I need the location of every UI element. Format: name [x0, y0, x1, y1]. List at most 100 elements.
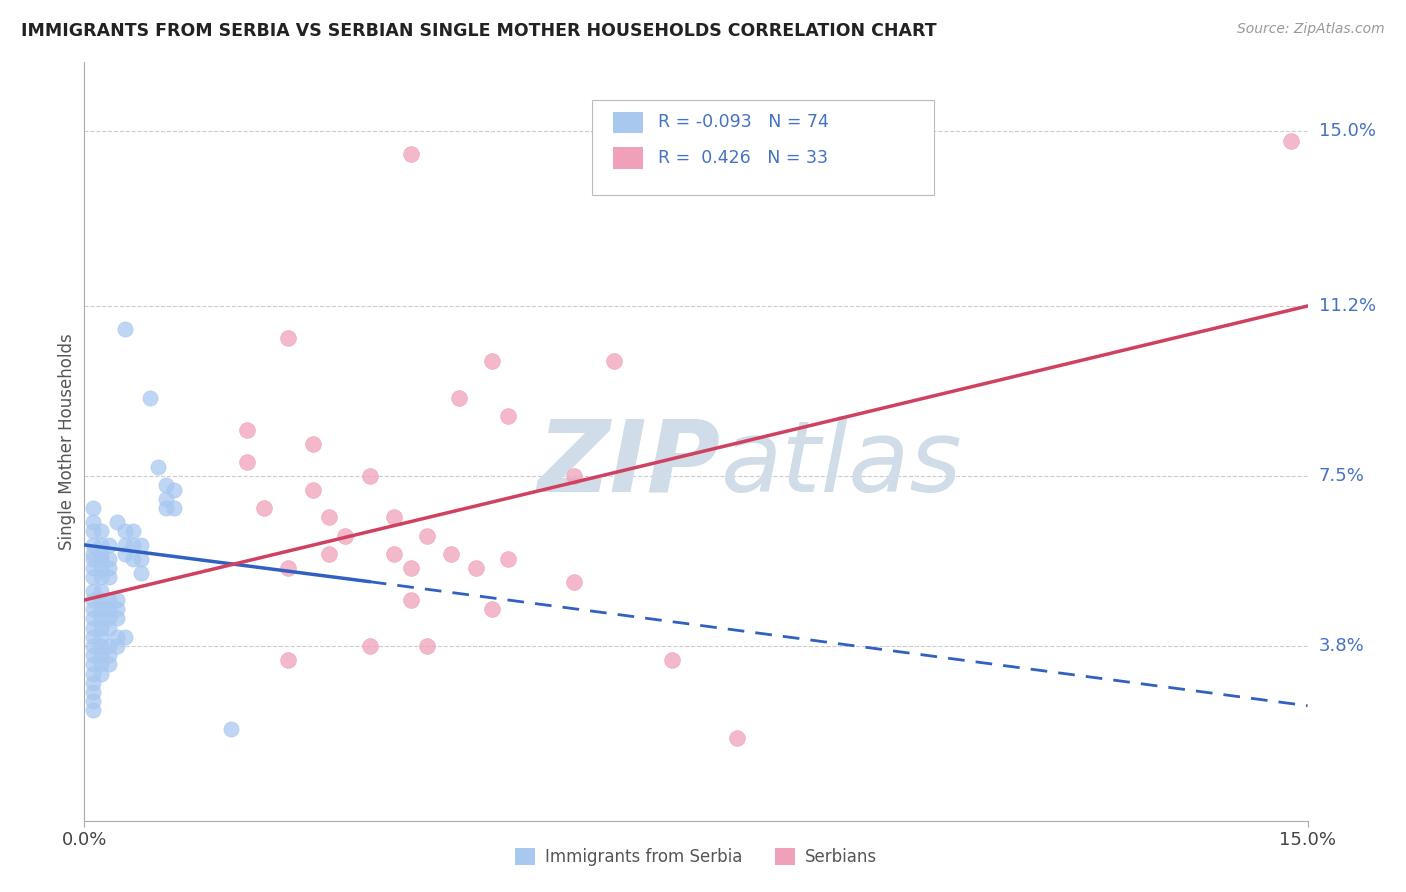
Point — [131, 551, 153, 566]
Point — [82, 547, 104, 561]
Point — [236, 423, 259, 437]
Point — [464, 561, 486, 575]
Point — [382, 547, 405, 561]
Point — [82, 524, 104, 538]
Point — [105, 639, 128, 653]
Point — [359, 639, 381, 653]
Point — [105, 630, 128, 644]
Point — [97, 538, 120, 552]
Bar — [613, 112, 644, 133]
FancyBboxPatch shape — [592, 101, 935, 195]
Point — [1279, 134, 1302, 148]
Point — [90, 593, 112, 607]
Point — [114, 630, 136, 644]
Point — [481, 354, 503, 368]
Point — [82, 703, 104, 717]
Text: 7.5%: 7.5% — [1319, 467, 1365, 485]
Point — [105, 593, 128, 607]
Point — [146, 459, 169, 474]
Point — [82, 639, 104, 653]
Point — [82, 602, 104, 616]
Point — [498, 551, 520, 566]
Point — [277, 331, 299, 345]
Point — [163, 501, 186, 516]
Point — [105, 602, 128, 616]
Point — [97, 611, 120, 625]
Legend: Immigrants from Serbia, Serbians: Immigrants from Serbia, Serbians — [508, 841, 884, 873]
Point — [90, 611, 112, 625]
Point — [359, 469, 381, 483]
Point — [90, 666, 112, 681]
Point — [82, 630, 104, 644]
Point — [90, 602, 112, 616]
Point — [163, 483, 186, 497]
Point — [661, 653, 683, 667]
Point — [114, 322, 136, 336]
Point — [277, 653, 299, 667]
Point — [90, 561, 112, 575]
Point — [122, 538, 145, 552]
Text: atlas: atlas — [720, 416, 962, 513]
Point — [82, 561, 104, 575]
Text: 3.8%: 3.8% — [1319, 637, 1364, 655]
Point — [155, 501, 177, 516]
Point — [82, 648, 104, 663]
Point — [97, 551, 120, 566]
Point — [562, 469, 585, 483]
Point — [131, 538, 153, 552]
Point — [481, 602, 503, 616]
Point — [82, 501, 104, 516]
Point — [90, 583, 112, 598]
Text: IMMIGRANTS FROM SERBIA VS SERBIAN SINGLE MOTHER HOUSEHOLDS CORRELATION CHART: IMMIGRANTS FROM SERBIA VS SERBIAN SINGLE… — [21, 22, 936, 40]
Point — [382, 510, 405, 524]
Point — [90, 538, 112, 552]
Point — [97, 561, 120, 575]
Point — [498, 409, 520, 424]
Point — [82, 551, 104, 566]
Point — [603, 354, 626, 368]
Point — [105, 611, 128, 625]
Point — [335, 529, 357, 543]
Point — [90, 524, 112, 538]
Point — [219, 722, 242, 736]
Point — [122, 524, 145, 538]
Point — [90, 639, 112, 653]
Point — [131, 566, 153, 580]
Point — [82, 583, 104, 598]
Point — [399, 147, 422, 161]
Text: ZIP: ZIP — [537, 416, 720, 513]
Point — [236, 455, 259, 469]
Point — [82, 666, 104, 681]
Point — [82, 570, 104, 584]
Point — [97, 639, 120, 653]
Point — [82, 675, 104, 690]
Point — [105, 515, 128, 529]
Point — [82, 611, 104, 625]
Point — [90, 630, 112, 644]
Point — [138, 391, 160, 405]
Point — [155, 491, 177, 506]
Point — [399, 593, 422, 607]
Point — [97, 570, 120, 584]
Point — [122, 551, 145, 566]
Point — [114, 547, 136, 561]
Point — [318, 510, 340, 524]
Point — [399, 561, 422, 575]
Point — [301, 437, 323, 451]
Point — [90, 547, 112, 561]
Point — [97, 621, 120, 635]
Point — [90, 551, 112, 566]
Text: 15.0%: 15.0% — [1319, 122, 1375, 140]
Point — [97, 593, 120, 607]
Point — [301, 483, 323, 497]
Point — [97, 602, 120, 616]
Point — [90, 657, 112, 672]
Point — [562, 574, 585, 589]
Point — [155, 478, 177, 492]
Point — [277, 561, 299, 575]
Point — [253, 501, 276, 516]
Text: 11.2%: 11.2% — [1319, 297, 1376, 315]
Bar — [613, 147, 644, 169]
Point — [82, 538, 104, 552]
Text: Source: ZipAtlas.com: Source: ZipAtlas.com — [1237, 22, 1385, 37]
